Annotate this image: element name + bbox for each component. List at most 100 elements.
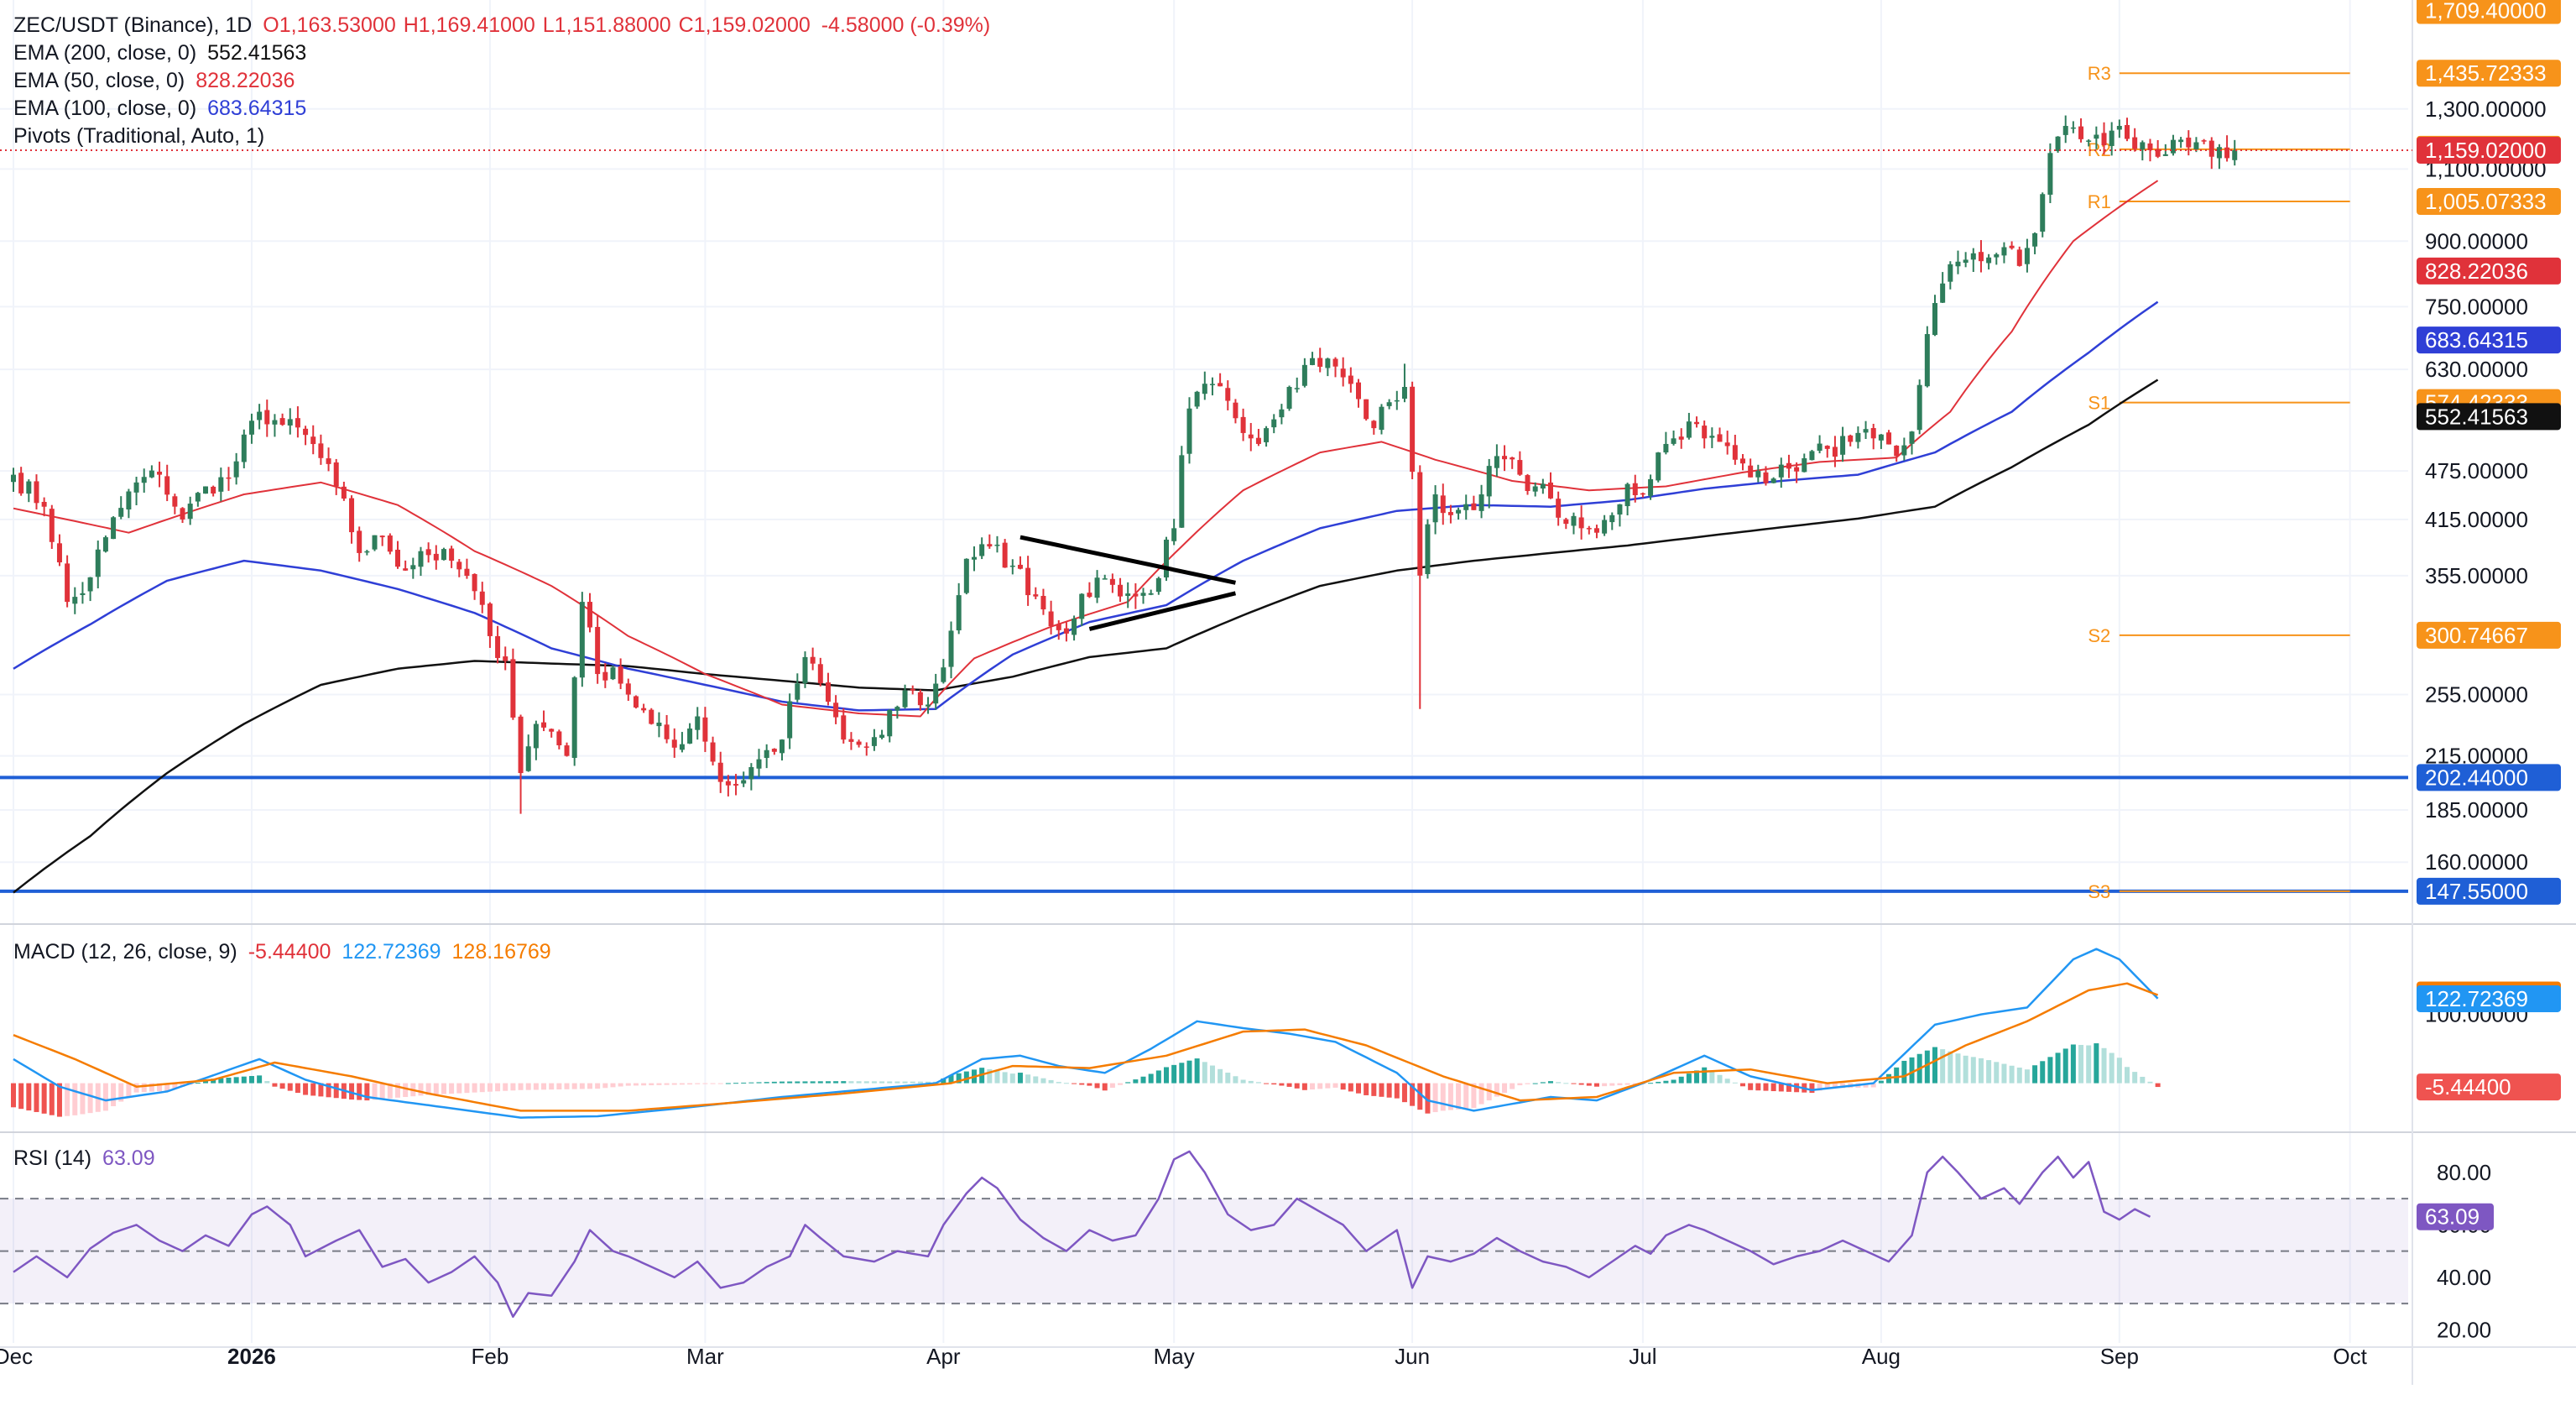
- candle-body: [1364, 399, 1369, 420]
- candle-body: [1148, 593, 1154, 595]
- ema100-value: 683.64315: [207, 97, 307, 120]
- price-axis[interactable]: 1,300.000001,100.00000900.00000750.00000…: [2417, 0, 2561, 1342]
- macd-hist-bar: [1094, 1083, 1100, 1089]
- candle-body: [1394, 400, 1400, 402]
- macd-hist-bar: [1671, 1079, 1676, 1084]
- macd-hist-bar: [1517, 1083, 1523, 1086]
- macd-hist-bar: [649, 1083, 654, 1086]
- candle-body: [1640, 493, 1645, 495]
- pivots-legend[interactable]: Pivots (Traditional, Auto, 1): [13, 123, 995, 150]
- candle-body: [1417, 472, 1423, 576]
- candle-body: [710, 742, 716, 762]
- macd-hist-value: -5.44400: [248, 940, 331, 964]
- price-tick-label: 185.00000: [2425, 797, 2528, 823]
- ema200-legend[interactable]: EMA (200, close, 0) 552.41563: [13, 39, 995, 67]
- macd-hist-bar: [387, 1083, 393, 1099]
- macd-hist-bar: [656, 1083, 662, 1085]
- macd-hist-bar: [1440, 1083, 1446, 1111]
- macd-hist-bar: [133, 1083, 139, 1093]
- candle-body: [149, 470, 154, 478]
- macd-hist-bar: [2086, 1045, 2092, 1084]
- macd-hist-bar: [780, 1081, 785, 1084]
- macd-hist-bar: [403, 1083, 409, 1097]
- candle-body: [2032, 232, 2038, 247]
- macd-hist-bar: [671, 1083, 677, 1085]
- candle-body: [533, 723, 539, 749]
- candle-body: [1133, 593, 1139, 597]
- macd-hist-bar: [2101, 1047, 2107, 1084]
- macd-hist-bar: [1271, 1083, 1277, 1085]
- macd-hist-bar: [495, 1083, 501, 1092]
- price-tag-bg: [2417, 877, 2561, 905]
- candle-body: [610, 667, 616, 680]
- candle-body: [1901, 445, 1907, 456]
- candle-body: [318, 443, 324, 458]
- macd-hist-bar: [1171, 1064, 1177, 1084]
- ema200-label: EMA (200, close, 0): [13, 41, 197, 65]
- candle-body: [633, 696, 639, 708]
- candle-body: [1963, 259, 1969, 264]
- candle-body: [1478, 494, 1484, 511]
- candle-body: [1340, 368, 1346, 378]
- price-tag-label: -5.44400: [2425, 1074, 2511, 1099]
- macd-hist-bar: [464, 1083, 470, 1094]
- candle-body: [1517, 460, 1523, 475]
- macd-hist-bar: [879, 1081, 885, 1084]
- price-tick-label: 160.00000: [2425, 849, 2528, 875]
- candle-body: [1648, 478, 1654, 496]
- candle-body: [1909, 431, 1915, 444]
- candle-body: [1233, 402, 1238, 419]
- candle-body: [425, 549, 431, 556]
- candle-body: [487, 603, 493, 636]
- rsi-legend[interactable]: RSI (14) 63.09: [13, 1145, 160, 1173]
- macd-hist-bar: [1394, 1083, 1400, 1099]
- candle-body: [203, 486, 208, 494]
- macd-hist-bar: [518, 1083, 524, 1090]
- candle-body: [1671, 438, 1676, 444]
- macd-hist-bar: [1102, 1083, 1108, 1091]
- macd-hist-bar: [395, 1083, 400, 1098]
- candle-body: [1955, 261, 1961, 267]
- candle-body: [2009, 245, 2015, 248]
- macd-hist-bar: [633, 1083, 639, 1086]
- candle-body: [357, 530, 362, 553]
- macd-hist-bar: [787, 1081, 793, 1084]
- macd-hist-bar: [1063, 1083, 1069, 1084]
- symbol-label[interactable]: ZEC/USDT (Binance), 1D: [13, 13, 253, 37]
- candle-body: [1171, 528, 1177, 541]
- candle-body: [817, 664, 823, 684]
- candle-body: [972, 556, 977, 560]
- candle-body: [795, 683, 800, 700]
- candle-body: [95, 549, 101, 577]
- ema100-legend[interactable]: EMA (100, close, 0) 683.64315: [13, 95, 995, 123]
- candle-body: [2162, 154, 2168, 156]
- time-tick-label: Oct: [2333, 1344, 2367, 1369]
- ema50-legend[interactable]: EMA (50, close, 0) 828.22036: [13, 67, 995, 95]
- candle-body: [1072, 619, 1077, 635]
- macd-hist-bar: [487, 1083, 493, 1092]
- pivots-label: Pivots (Traditional, Auto, 1): [13, 124, 265, 148]
- ema200-value: 552.41563: [207, 41, 307, 65]
- candle-body: [1371, 420, 1377, 429]
- macd-hist-bar: [541, 1083, 547, 1090]
- candle-body: [1878, 434, 1884, 441]
- macd-legend[interactable]: MACD (12, 26, close, 9) -5.44400 122.723…: [13, 938, 556, 966]
- candle-body: [764, 750, 769, 759]
- macd-hist-bar: [817, 1081, 823, 1084]
- candle-body: [195, 493, 201, 502]
- macd-hist-bar: [2001, 1063, 2007, 1084]
- time-tick-label: Apr: [926, 1344, 961, 1369]
- macd-hist-bar: [1218, 1068, 1223, 1084]
- macd-hist-bar: [1763, 1083, 1769, 1091]
- candle-body: [725, 781, 731, 786]
- macd-hist-bar: [1325, 1083, 1331, 1089]
- macd-hist-bar: [1824, 1083, 1830, 1089]
- candle-body: [2132, 137, 2138, 149]
- candle-body: [1440, 495, 1446, 514]
- candle-body: [87, 577, 93, 592]
- macd-hist-bar: [326, 1083, 331, 1098]
- candle-body: [1432, 494, 1438, 523]
- time-axis[interactable]: Dec 2026 Feb Mar Apr May Jun Jul Aug Sep Oct: [0, 1344, 2368, 1369]
